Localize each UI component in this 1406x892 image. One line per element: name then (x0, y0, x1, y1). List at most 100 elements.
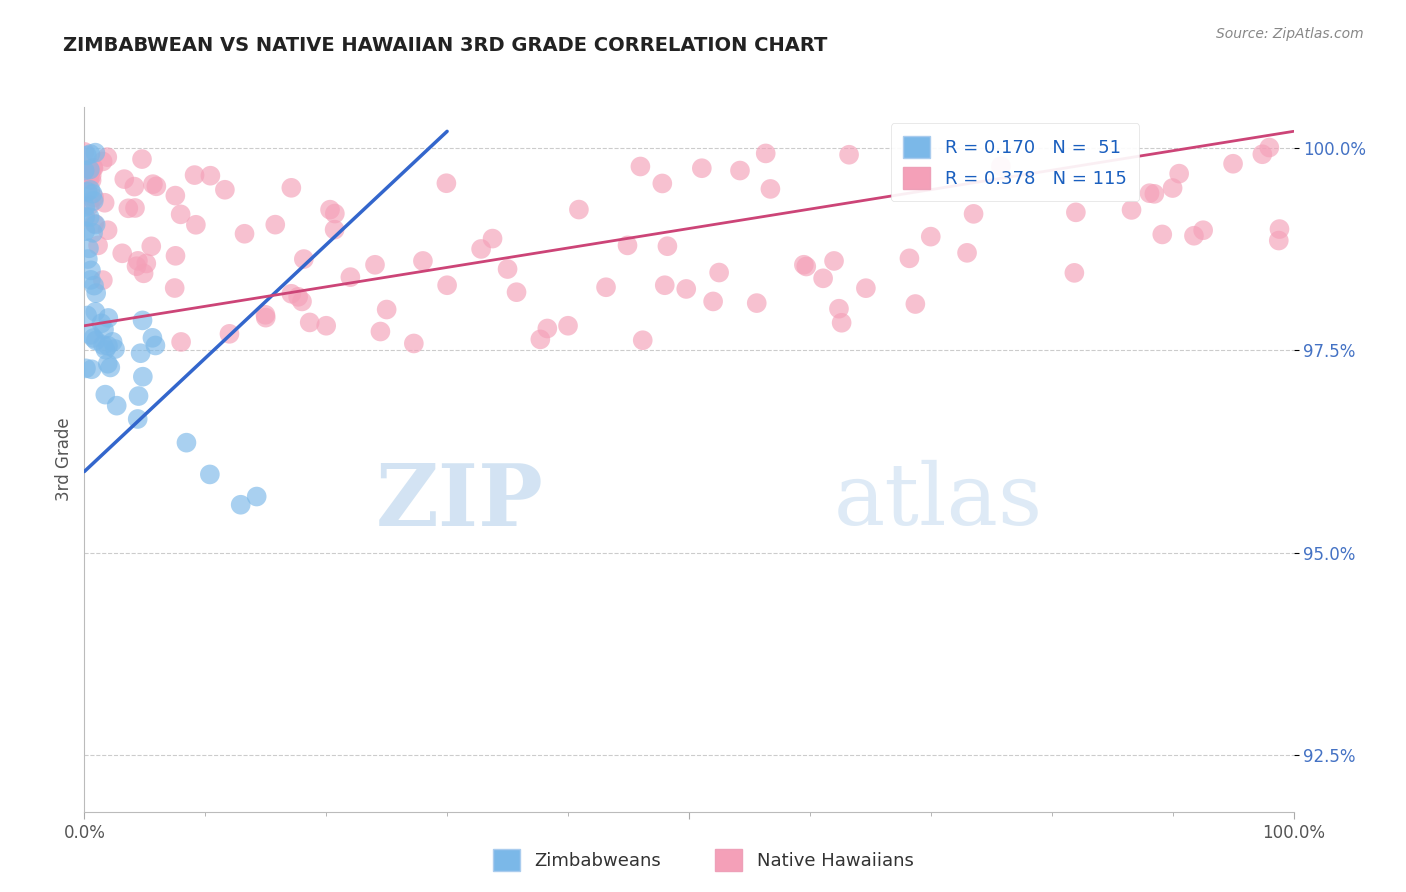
Native Hawaiians (124, 179, 146, 194)
Native Hawaiians (135, 256, 157, 270)
Native Hawaiians (657, 239, 679, 253)
Zimbabweans (198, 467, 221, 482)
Zimbabweans (79, 162, 101, 177)
Zimbabweans (76, 148, 98, 162)
Legend: R = 0.170   N =  51, R = 0.378   N = 115: R = 0.170 N = 51, R = 0.378 N = 115 (891, 123, 1139, 202)
Zimbabweans (84, 218, 107, 232)
Zimbabweans (75, 361, 97, 376)
Zimbabweans (79, 183, 101, 197)
Native Hawaiians (728, 163, 751, 178)
Native Hawaiians (80, 173, 103, 187)
Native Hawaiians (91, 273, 114, 287)
Native Hawaiians (145, 179, 167, 194)
Native Hawaiians (364, 258, 387, 272)
Native Hawaiians (631, 333, 654, 347)
Native Hawaiians (83, 217, 105, 231)
Text: Source: ZipAtlas.com: Source: ZipAtlas.com (1216, 27, 1364, 41)
Native Hawaiians (112, 172, 135, 186)
Zimbabweans (83, 194, 105, 208)
Native Hawaiians (298, 315, 321, 329)
Native Hawaiians (470, 242, 492, 256)
Native Hawaiians (73, 145, 96, 159)
Zimbabweans (79, 210, 101, 224)
Native Hawaiians (254, 308, 277, 322)
Native Hawaiians (169, 207, 191, 221)
Native Hawaiians (184, 218, 207, 232)
Native Hawaiians (83, 161, 105, 176)
Native Hawaiians (82, 161, 104, 175)
Zimbabweans (97, 310, 120, 325)
Y-axis label: 3rd Grade: 3rd Grade (55, 417, 73, 501)
Native Hawaiians (264, 218, 287, 232)
Native Hawaiians (163, 281, 186, 295)
Native Hawaiians (838, 147, 860, 161)
Native Hawaiians (124, 201, 146, 215)
Native Hawaiians (412, 254, 434, 268)
Zimbabweans (77, 241, 100, 255)
Native Hawaiians (291, 294, 314, 309)
Native Hawaiians (111, 246, 134, 260)
Native Hawaiians (557, 318, 579, 333)
Zimbabweans (84, 145, 107, 160)
Native Hawaiians (702, 294, 724, 309)
Native Hawaiians (529, 332, 551, 346)
Legend: Zimbabweans, Native Hawaiians: Zimbabweans, Native Hawaiians (485, 842, 921, 879)
Native Hawaiians (339, 270, 361, 285)
Native Hawaiians (183, 168, 205, 182)
Native Hawaiians (1064, 205, 1087, 219)
Native Hawaiians (292, 252, 315, 266)
Zimbabweans (76, 185, 98, 199)
Native Hawaiians (707, 266, 730, 280)
Native Hawaiians (481, 231, 503, 245)
Native Hawaiians (79, 198, 101, 212)
Native Hawaiians (690, 161, 713, 176)
Native Hawaiians (855, 281, 877, 295)
Native Hawaiians (920, 229, 942, 244)
Zimbabweans (80, 273, 103, 287)
Zimbabweans (91, 338, 114, 352)
Native Hawaiians (1063, 266, 1085, 280)
Zimbabweans (128, 389, 150, 403)
Zimbabweans (76, 309, 98, 323)
Native Hawaiians (536, 321, 558, 335)
Native Hawaiians (170, 334, 193, 349)
Zimbabweans (79, 147, 101, 161)
Native Hawaiians (323, 206, 346, 220)
Native Hawaiians (616, 238, 638, 252)
Native Hawaiians (125, 259, 148, 273)
Native Hawaiians (755, 146, 778, 161)
Native Hawaiians (828, 301, 851, 316)
Native Hawaiians (73, 167, 96, 181)
Zimbabweans (75, 200, 97, 214)
Native Hawaiians (1192, 223, 1215, 237)
Native Hawaiians (793, 258, 815, 272)
Native Hawaiians (1139, 186, 1161, 201)
Zimbabweans (141, 331, 163, 345)
Native Hawaiians (141, 239, 163, 253)
Native Hawaiians (96, 150, 118, 164)
Native Hawaiians (1258, 140, 1281, 154)
Native Hawaiians (436, 278, 458, 293)
Native Hawaiians (1182, 228, 1205, 243)
Native Hawaiians (117, 202, 139, 216)
Native Hawaiians (83, 190, 105, 204)
Zimbabweans (98, 360, 121, 375)
Native Hawaiians (962, 207, 984, 221)
Native Hawaiians (280, 286, 302, 301)
Native Hawaiians (132, 266, 155, 280)
Native Hawaiians (1268, 222, 1291, 236)
Native Hawaiians (1161, 181, 1184, 195)
Native Hawaiians (811, 271, 834, 285)
Native Hawaiians (79, 169, 101, 183)
Native Hawaiians (280, 181, 302, 195)
Native Hawaiians (1222, 157, 1244, 171)
Native Hawaiians (165, 188, 187, 202)
Native Hawaiians (323, 222, 346, 236)
Native Hawaiians (1143, 186, 1166, 201)
Native Hawaiians (568, 202, 591, 217)
Zimbabweans (80, 362, 103, 376)
Native Hawaiians (319, 202, 342, 217)
Native Hawaiians (93, 195, 115, 210)
Native Hawaiians (595, 280, 617, 294)
Zimbabweans (80, 263, 103, 277)
